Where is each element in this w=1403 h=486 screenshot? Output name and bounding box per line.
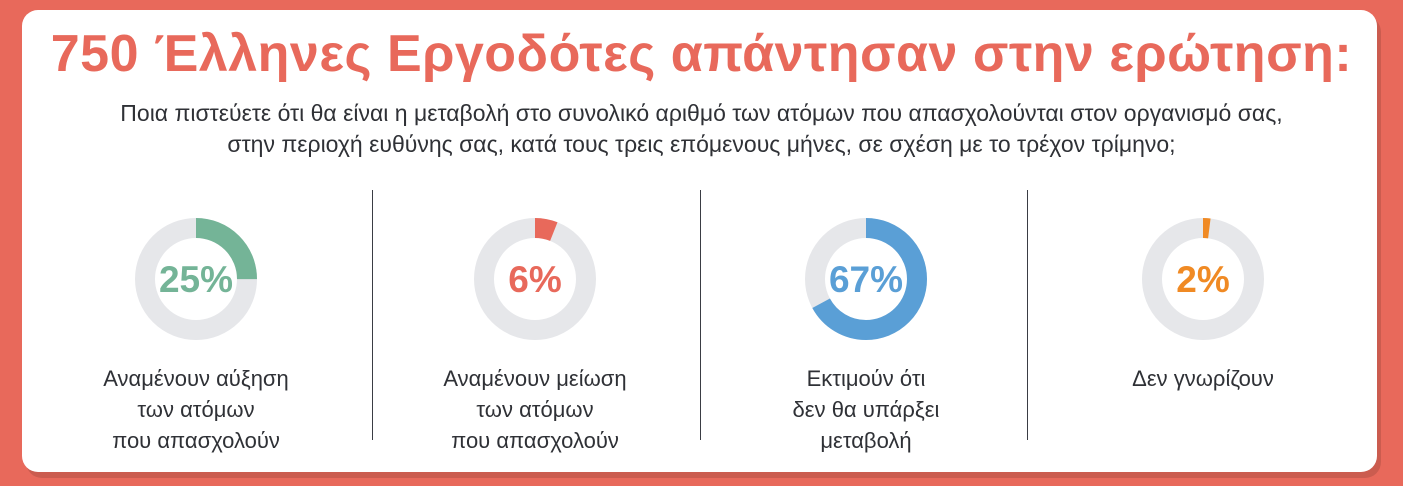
category-label-line: που απασχολούν [451,428,619,453]
question-line-2: στην περιοχή ευθύνης σας, κατά τους τρει… [227,131,1176,157]
category-label-line: Εκτιμούν ότι [806,366,926,391]
category-label-2: Αναμένουν μείωση των ατόμων που απασχολούν [405,363,665,456]
donut-chart-4: 2% [1142,218,1264,340]
value-label: 2% [1176,259,1229,300]
donut-segment [474,218,596,340]
column-divider-1 [372,190,373,440]
donut-chart-2: 6% [474,218,596,340]
value-label: 67% [829,259,903,300]
category-label-4: Δεν γνωρίζουν [1073,363,1333,394]
donut-segment [135,218,257,340]
category-label-line: των ατόμων [137,397,255,422]
column-divider-3 [1027,190,1028,440]
donut-chart-1: 25% [135,218,257,340]
column-divider-2 [700,190,701,440]
donut-segment [1142,218,1264,340]
category-label-line: Δεν γνωρίζουν [1132,366,1274,391]
category-label-line: δεν θα υπάρξει [792,397,940,422]
category-label-line: Αναμένουν αύξηση [103,366,289,391]
question-line-1: Ποια πιστεύετε ότι θα είναι η μεταβολή σ… [120,100,1283,126]
category-label-line: που απασχολούν [112,428,280,453]
category-label-line: μεταβολή [820,428,912,453]
page-title: 750 Έλληνες Εργοδότες απάντησαν στην ερώ… [50,25,1353,83]
content-card [22,10,1377,472]
category-label-1: Αναμένουν αύξηση των ατόμων που απασχολούν [66,363,326,456]
donut-chart-3: 67% [805,218,927,340]
category-label-line: Αναμένουν μείωση [443,366,627,391]
survey-question: Ποια πιστεύετε ότι θα είναι η μεταβολή σ… [0,98,1403,160]
value-label: 25% [159,259,233,300]
donut-segment [805,218,927,340]
category-label-3: Εκτιμούν ότι δεν θα υπάρξει μεταβολή [736,363,996,456]
value-label: 6% [508,259,561,300]
category-label-line: των ατόμων [476,397,594,422]
